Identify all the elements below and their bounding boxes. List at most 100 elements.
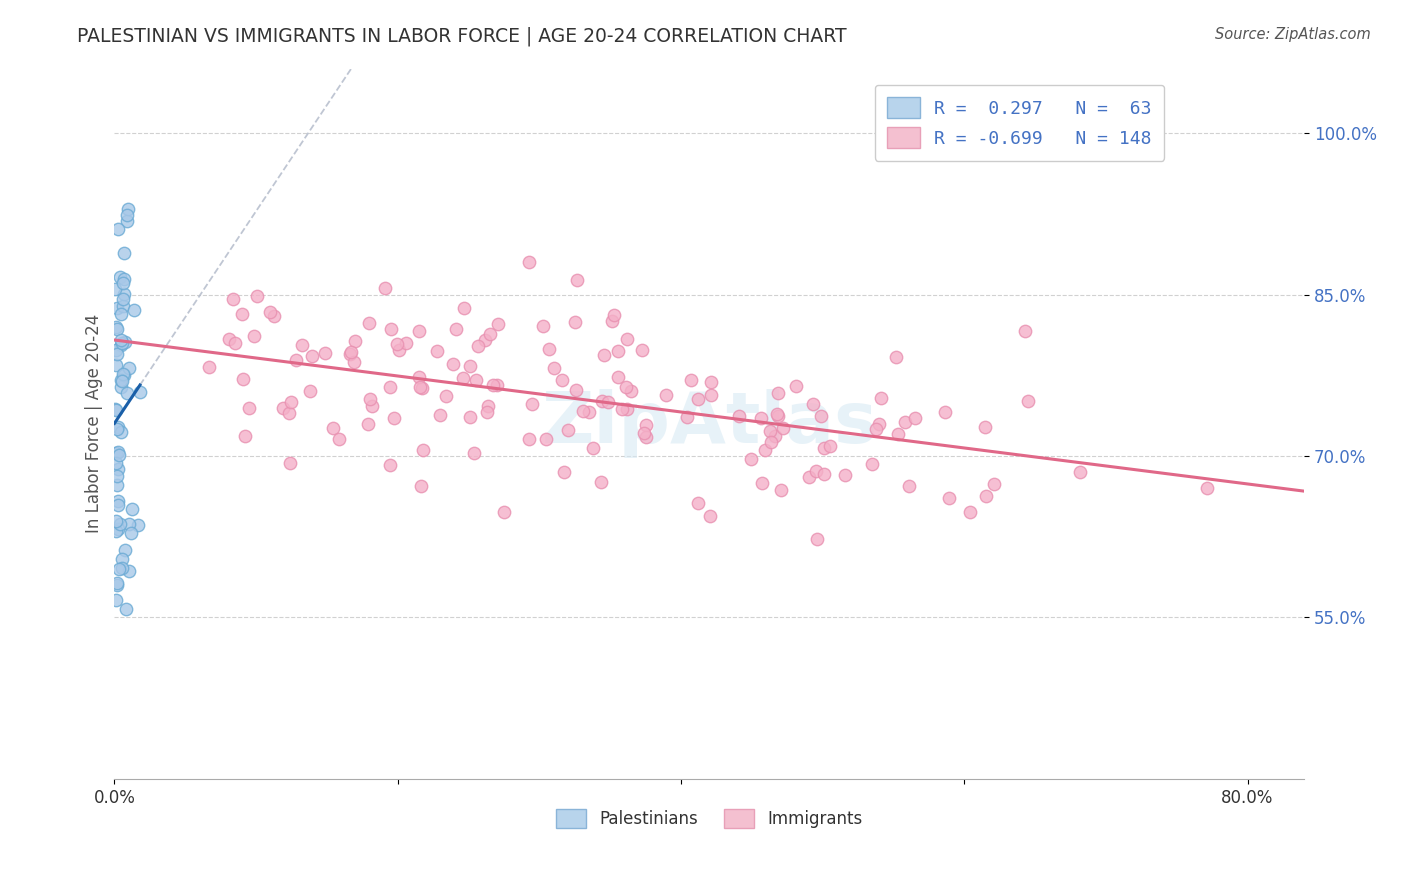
Point: [553, 465, 575, 479]
Point: [813, 442, 835, 456]
Point: [243, 328, 266, 343]
Point: [121, 501, 143, 516]
Point: [633, 425, 655, 440]
Point: [860, 457, 883, 471]
Point: [740, 452, 762, 467]
Text: PALESTINIAN VS IMMIGRANTS IN LABOR FORCE | AGE 20-24 CORRELATION CHART: PALESTINIAN VS IMMIGRANTS IN LABOR FORCE…: [77, 27, 846, 46]
Point: [700, 375, 723, 389]
Point: [117, 360, 139, 375]
Point: [361, 399, 384, 413]
Point: [108, 269, 131, 284]
Point: [522, 397, 544, 411]
Point: [834, 468, 856, 483]
Point: [486, 378, 509, 392]
Point: [681, 373, 703, 387]
Point: [675, 409, 697, 424]
Point: [111, 552, 134, 566]
Point: [475, 405, 498, 419]
Point: [700, 388, 723, 402]
Point: [616, 401, 638, 416]
Point: [111, 367, 134, 381]
Point: [107, 477, 129, 491]
Point: [589, 475, 612, 489]
Point: [301, 349, 323, 363]
Point: [884, 350, 907, 364]
Point: [411, 381, 433, 395]
Point: [238, 401, 260, 416]
Point: [117, 208, 139, 222]
Point: [768, 409, 790, 423]
Point: [112, 368, 135, 383]
Point: [759, 434, 782, 449]
Point: [1017, 394, 1039, 409]
Point: [810, 409, 832, 423]
Point: [114, 542, 136, 557]
Point: [278, 456, 301, 470]
Point: [259, 304, 281, 318]
Point: [322, 421, 344, 435]
Point: [603, 308, 626, 322]
Point: [114, 334, 136, 349]
Point: [111, 335, 134, 350]
Point: [801, 397, 824, 411]
Point: [934, 405, 956, 419]
Point: [596, 395, 619, 409]
Point: [111, 374, 134, 388]
Point: [616, 332, 638, 346]
Point: [105, 347, 128, 361]
Point: [486, 318, 509, 332]
Point: [426, 343, 449, 358]
Point: [938, 491, 960, 505]
Point: [614, 380, 637, 394]
Point: [111, 561, 134, 575]
Point: [105, 322, 128, 336]
Point: [620, 384, 643, 398]
Point: [357, 417, 380, 431]
Point: [754, 442, 776, 457]
Point: [110, 516, 132, 531]
Point: [974, 420, 997, 434]
Point: [382, 410, 405, 425]
Point: [759, 425, 782, 439]
Text: ZipAtlas: ZipAtlas: [541, 389, 877, 458]
Point: [110, 425, 132, 440]
Point: [434, 389, 457, 403]
Point: [538, 343, 561, 357]
Point: [408, 324, 430, 338]
Point: [517, 432, 540, 446]
Point: [291, 338, 314, 352]
Point: [112, 276, 135, 290]
Point: [959, 505, 981, 519]
Point: [359, 392, 381, 406]
Point: [120, 525, 142, 540]
Point: [564, 315, 586, 329]
Point: [1197, 481, 1219, 495]
Point: [380, 322, 402, 336]
Point: [111, 293, 134, 307]
Point: [112, 286, 135, 301]
Point: [104, 282, 127, 296]
Point: [107, 462, 129, 476]
Point: [110, 307, 132, 321]
Point: [107, 494, 129, 508]
Point: [105, 422, 128, 436]
Point: [610, 402, 633, 417]
Point: [799, 470, 821, 484]
Point: [218, 332, 240, 346]
Point: [108, 562, 131, 576]
Point: [231, 307, 253, 321]
Point: [271, 401, 294, 416]
Point: [591, 393, 613, 408]
Point: [479, 326, 502, 341]
Point: [357, 316, 380, 330]
Point: [110, 334, 132, 348]
Point: [107, 468, 129, 483]
Point: [105, 593, 128, 607]
Point: [107, 498, 129, 512]
Point: [600, 314, 623, 328]
Legend: Palestinians, Immigrants: Palestinians, Immigrants: [550, 802, 869, 835]
Point: [443, 357, 465, 371]
Point: [904, 411, 927, 425]
Point: [340, 345, 363, 359]
Point: [699, 508, 721, 523]
